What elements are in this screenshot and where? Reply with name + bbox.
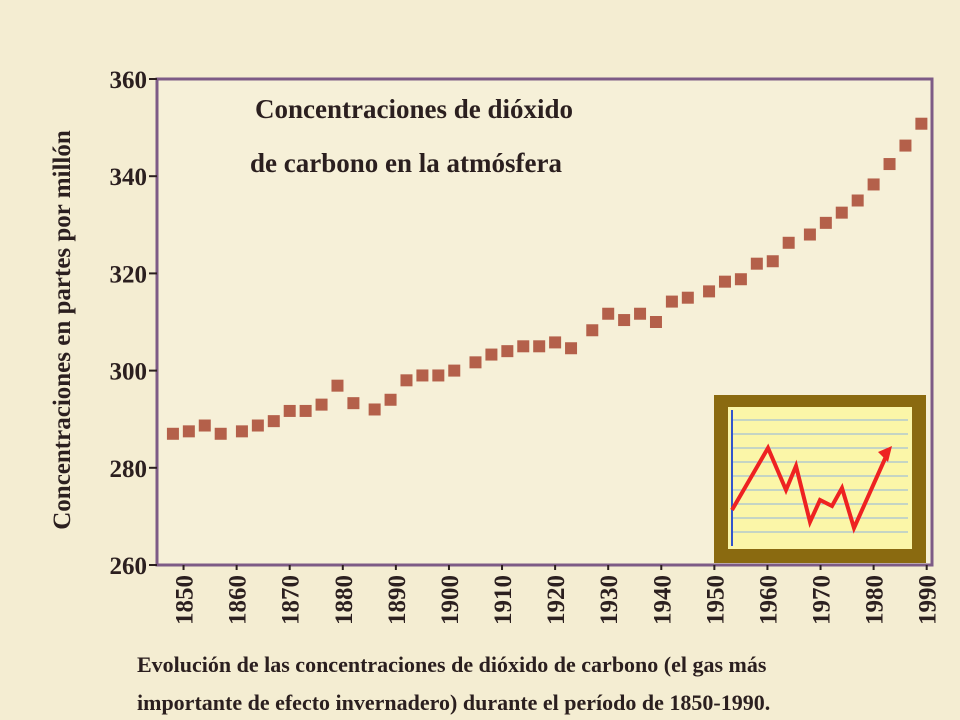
icon-paper xyxy=(728,407,912,549)
y-tick-label: 260 xyxy=(110,553,148,580)
data-point xyxy=(432,369,445,382)
data-point xyxy=(267,415,280,428)
y-axis-label: Concentraciones en partes por millón xyxy=(49,130,76,530)
x-tick-label: 1910 xyxy=(490,575,517,625)
data-point xyxy=(782,236,795,249)
icon-grid xyxy=(731,410,908,546)
x-tick-label: 1930 xyxy=(596,575,623,625)
data-point xyxy=(665,295,678,308)
data-point xyxy=(867,178,880,191)
data-point xyxy=(634,307,647,320)
x-tick-label: 1940 xyxy=(649,575,676,625)
y-tick-label: 280 xyxy=(110,456,148,483)
data-point xyxy=(198,419,211,432)
data-point xyxy=(416,369,429,382)
data-point xyxy=(469,356,482,369)
data-point xyxy=(485,348,498,361)
x-tick-label: 1960 xyxy=(755,575,782,625)
x-tick-label: 1880 xyxy=(331,575,358,625)
data-point xyxy=(851,194,864,207)
data-point xyxy=(915,117,928,130)
data-point xyxy=(835,206,848,219)
icon-line xyxy=(730,443,890,534)
x-tick-label: 1980 xyxy=(862,575,889,625)
data-point xyxy=(586,324,599,337)
data-point xyxy=(734,273,747,286)
caption: Evolución de las concentraciones de dióx… xyxy=(137,652,767,677)
data-point xyxy=(803,228,816,241)
y-tick-label: 360 xyxy=(110,67,148,94)
y-tick-label: 300 xyxy=(110,359,148,386)
x-tick-label: 1870 xyxy=(278,575,305,625)
data-point xyxy=(517,340,530,353)
data-point xyxy=(368,403,381,416)
x-tick-label: 1890 xyxy=(384,575,411,625)
x-tick-label: 1920 xyxy=(543,575,570,625)
data-point xyxy=(602,307,615,320)
data-point xyxy=(565,342,578,355)
inset-icon xyxy=(714,395,926,563)
data-point xyxy=(251,419,264,432)
data-point xyxy=(347,397,360,410)
data-point xyxy=(649,316,662,328)
x-tick-label: 1950 xyxy=(702,575,729,625)
data-point xyxy=(718,275,731,288)
data-point xyxy=(299,404,312,417)
data-point xyxy=(549,336,562,349)
data-point xyxy=(315,398,328,411)
data-point xyxy=(681,291,694,304)
data-point xyxy=(283,404,296,417)
data-point xyxy=(182,425,195,438)
data-point xyxy=(899,139,912,152)
x-tick-label: 1990 xyxy=(915,575,942,625)
data-point xyxy=(533,340,546,353)
data-point xyxy=(384,393,397,406)
x-tick-label: 1900 xyxy=(437,575,464,625)
data-point xyxy=(235,425,248,438)
data-point xyxy=(214,427,227,440)
data-point xyxy=(766,255,779,268)
data-point xyxy=(750,257,763,270)
x-tick-label: 1860 xyxy=(225,575,252,625)
icon-arrow xyxy=(878,446,892,462)
chart-title: Concentraciones de dióxido xyxy=(255,94,573,124)
data-point xyxy=(400,374,413,387)
data-point xyxy=(448,364,461,377)
data-point xyxy=(331,379,344,392)
y-tick-label: 320 xyxy=(110,261,148,288)
data-point xyxy=(501,345,514,358)
data-point xyxy=(883,158,896,171)
y-tick-label: 340 xyxy=(110,164,148,191)
data-point xyxy=(703,285,716,298)
chart-title: de carbono en la atmósfera xyxy=(250,148,562,178)
caption: importante de efecto invernadero) durant… xyxy=(137,690,770,715)
data-point xyxy=(819,216,832,229)
x-tick-label: 1850 xyxy=(172,575,199,625)
data-point xyxy=(166,427,179,440)
data-point xyxy=(618,314,631,327)
x-tick-label: 1970 xyxy=(809,575,836,625)
